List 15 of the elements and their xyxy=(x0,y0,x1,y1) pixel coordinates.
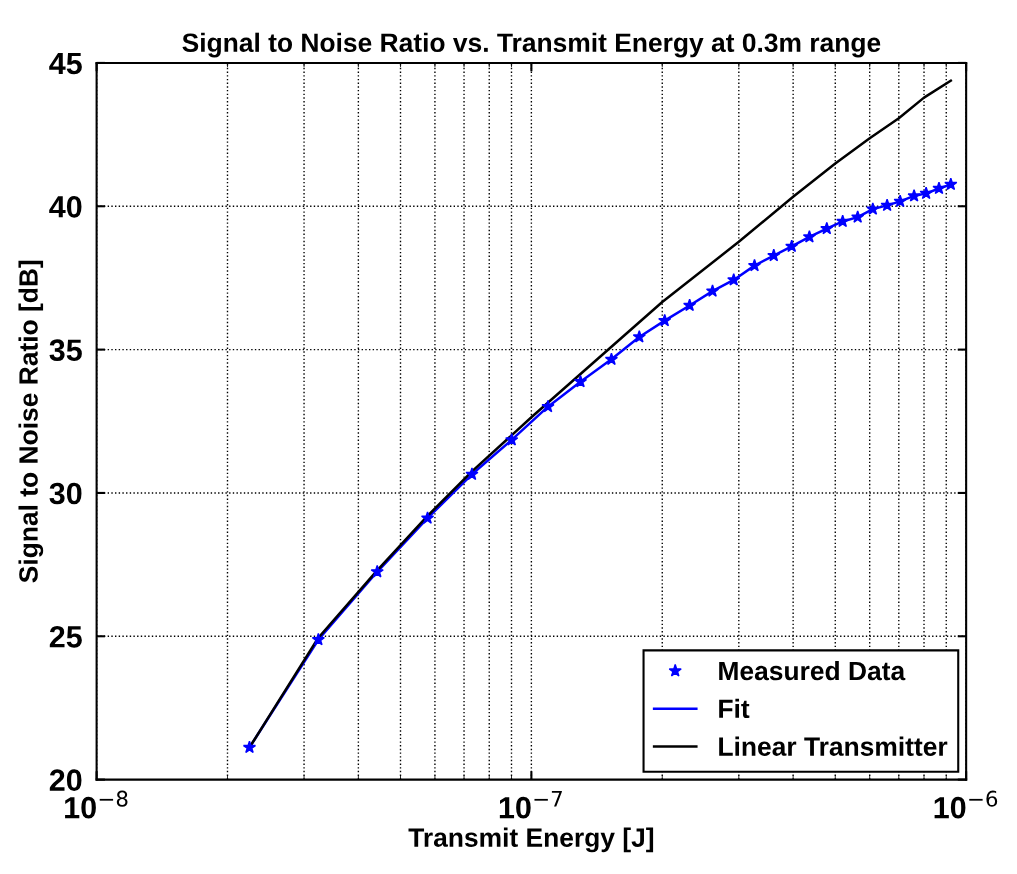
legend-label: Measured Data xyxy=(719,660,906,681)
legend-label: Linear Transmitter xyxy=(719,736,948,756)
x-tick-label: 10$^{−8}$ xyxy=(65,790,128,819)
legend-label: Fit xyxy=(719,698,750,719)
y-tick-label: 40 xyxy=(49,196,82,218)
y-tick-label: 30 xyxy=(49,482,82,505)
y-tick-label: 45 xyxy=(49,52,82,75)
x-tick-label: 10$^{−6}$ xyxy=(934,790,998,819)
x-tick-label: 10$^{−7}$ xyxy=(499,790,562,819)
y-tick-label: 20 xyxy=(49,769,82,791)
x-axis-title: Transmit Energy [J] xyxy=(408,827,654,853)
y-tick-label: 35 xyxy=(49,339,82,362)
chart-title: Signal to Noise Ratio vs. Transmit Energy at 0.3m range xyxy=(182,32,881,58)
y-tick-label: 25 xyxy=(49,626,82,648)
y-axis-title: Signal to Noise Ratio [dB] xyxy=(18,260,44,583)
